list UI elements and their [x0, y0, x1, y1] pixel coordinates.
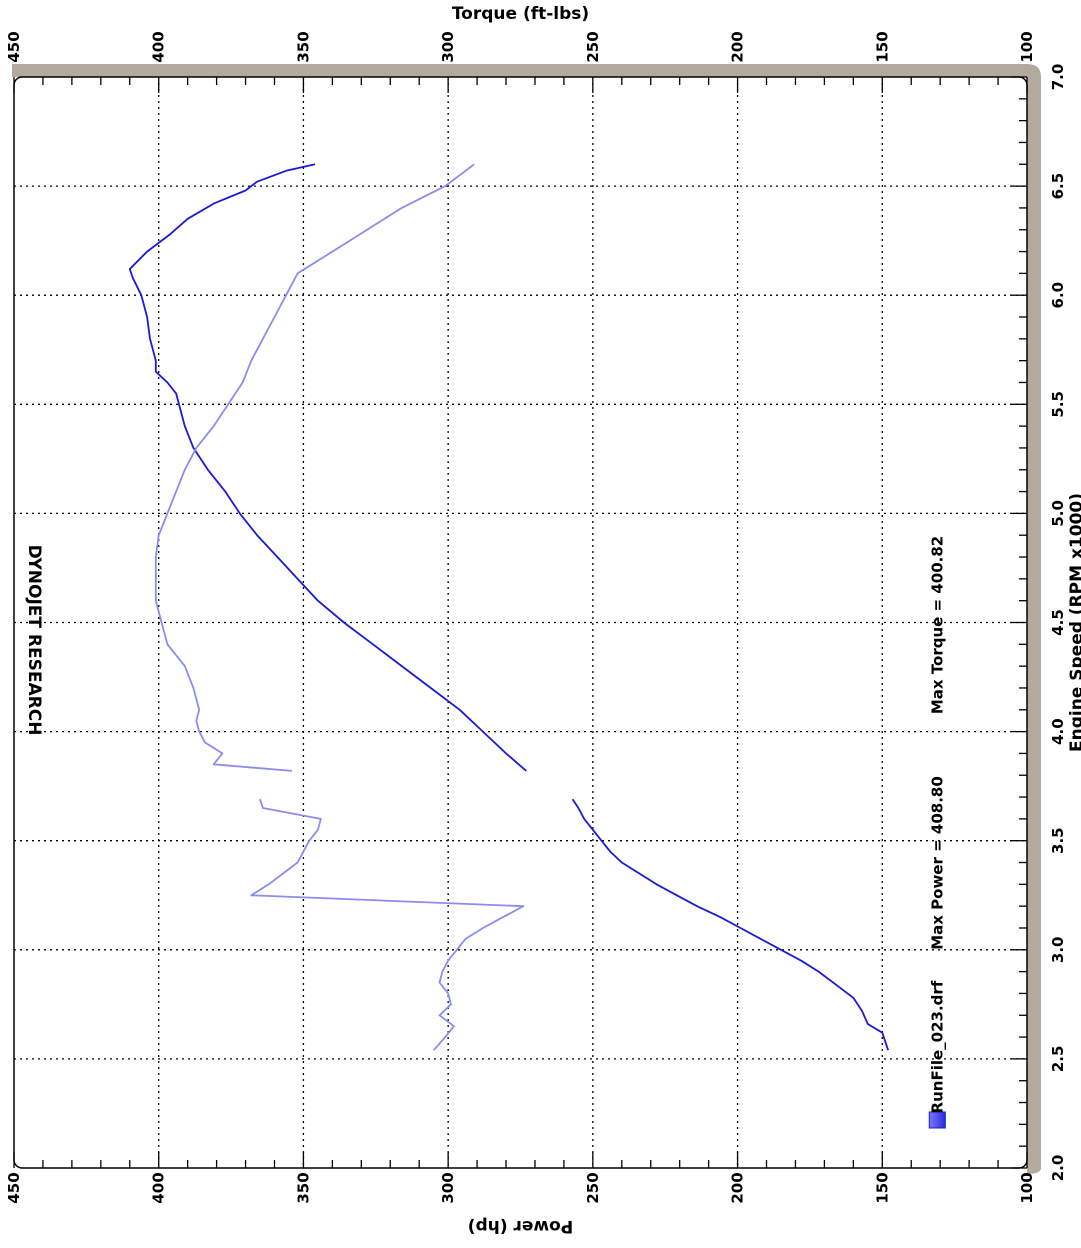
chart-title: DYNOJET RESEARCH [24, 545, 44, 736]
power-tick-label: 300 [439, 1172, 457, 1203]
x-axis-title: Engine Speed (RPM x1000) [1067, 493, 1081, 752]
max-power-label: Max Power = 408.80 [928, 776, 946, 950]
rpm-tick-label: 5.0 [1049, 500, 1067, 527]
legend-file-label: RunFile_023.drf [928, 980, 946, 1113]
rpm-tick-label: 6.5 [1049, 173, 1067, 200]
power-tick-label: 150 [873, 1172, 891, 1203]
rpm-tick-label: 2.5 [1049, 1046, 1067, 1073]
power-axis-title: Power (hp) [468, 1216, 574, 1236]
torque-tick-label: 300 [439, 31, 457, 62]
power-line-segment-1 [128, 163, 527, 772]
rpm-tick-label: 6.0 [1049, 282, 1067, 309]
torque-tick-label: 350 [294, 31, 312, 62]
torque-tick-label: 400 [150, 31, 168, 62]
rpm-tick-label: 4.0 [1049, 718, 1067, 745]
rpm-tick-label: 3.5 [1049, 827, 1067, 854]
torque-line-segment-1 [154, 163, 475, 772]
labels: 2.0 2.5 3.0 3.5 4.0 4.5 5.0 5.5 6.0 6.5 7.0 100 150 2… [5, 4, 1081, 1236]
torque-tick-label: 100 [1018, 31, 1036, 62]
power-line-segment-0 [571, 798, 889, 1051]
torque-tick-label: 450 [5, 31, 23, 62]
power-tick-label: 200 [729, 1172, 747, 1203]
torque-line-segment-0 [250, 798, 525, 1051]
torque-tick-label: 200 [729, 31, 747, 62]
rpm-tick-label: 7.0 [1049, 64, 1067, 91]
rpm-tick-label: 3.0 [1049, 937, 1067, 964]
power-tick-label: 100 [1018, 1172, 1036, 1203]
rpm-tick-label: 5.5 [1049, 391, 1067, 418]
grid [14, 77, 1027, 1168]
power-tick-label: 450 [5, 1172, 23, 1203]
rpm-tick-label: 2.0 [1049, 1155, 1067, 1182]
ticks [13, 76, 1028, 1169]
power-tick-label: 350 [294, 1172, 312, 1203]
legend-swatch [928, 1111, 946, 1129]
torque-tick-label: 150 [873, 31, 891, 62]
power-tick-label: 250 [584, 1172, 602, 1203]
max-torque-label: Max Torque = 400.82 [928, 536, 946, 714]
torque-axis-title: Torque (ft-lbs) [452, 4, 589, 24]
rpm-tick-label: 4.5 [1049, 609, 1067, 636]
plot-frame [12, 64, 1041, 1174]
power-tick-label: 400 [150, 1172, 168, 1203]
series [128, 163, 889, 1051]
torque-tick-label: 250 [584, 31, 602, 62]
